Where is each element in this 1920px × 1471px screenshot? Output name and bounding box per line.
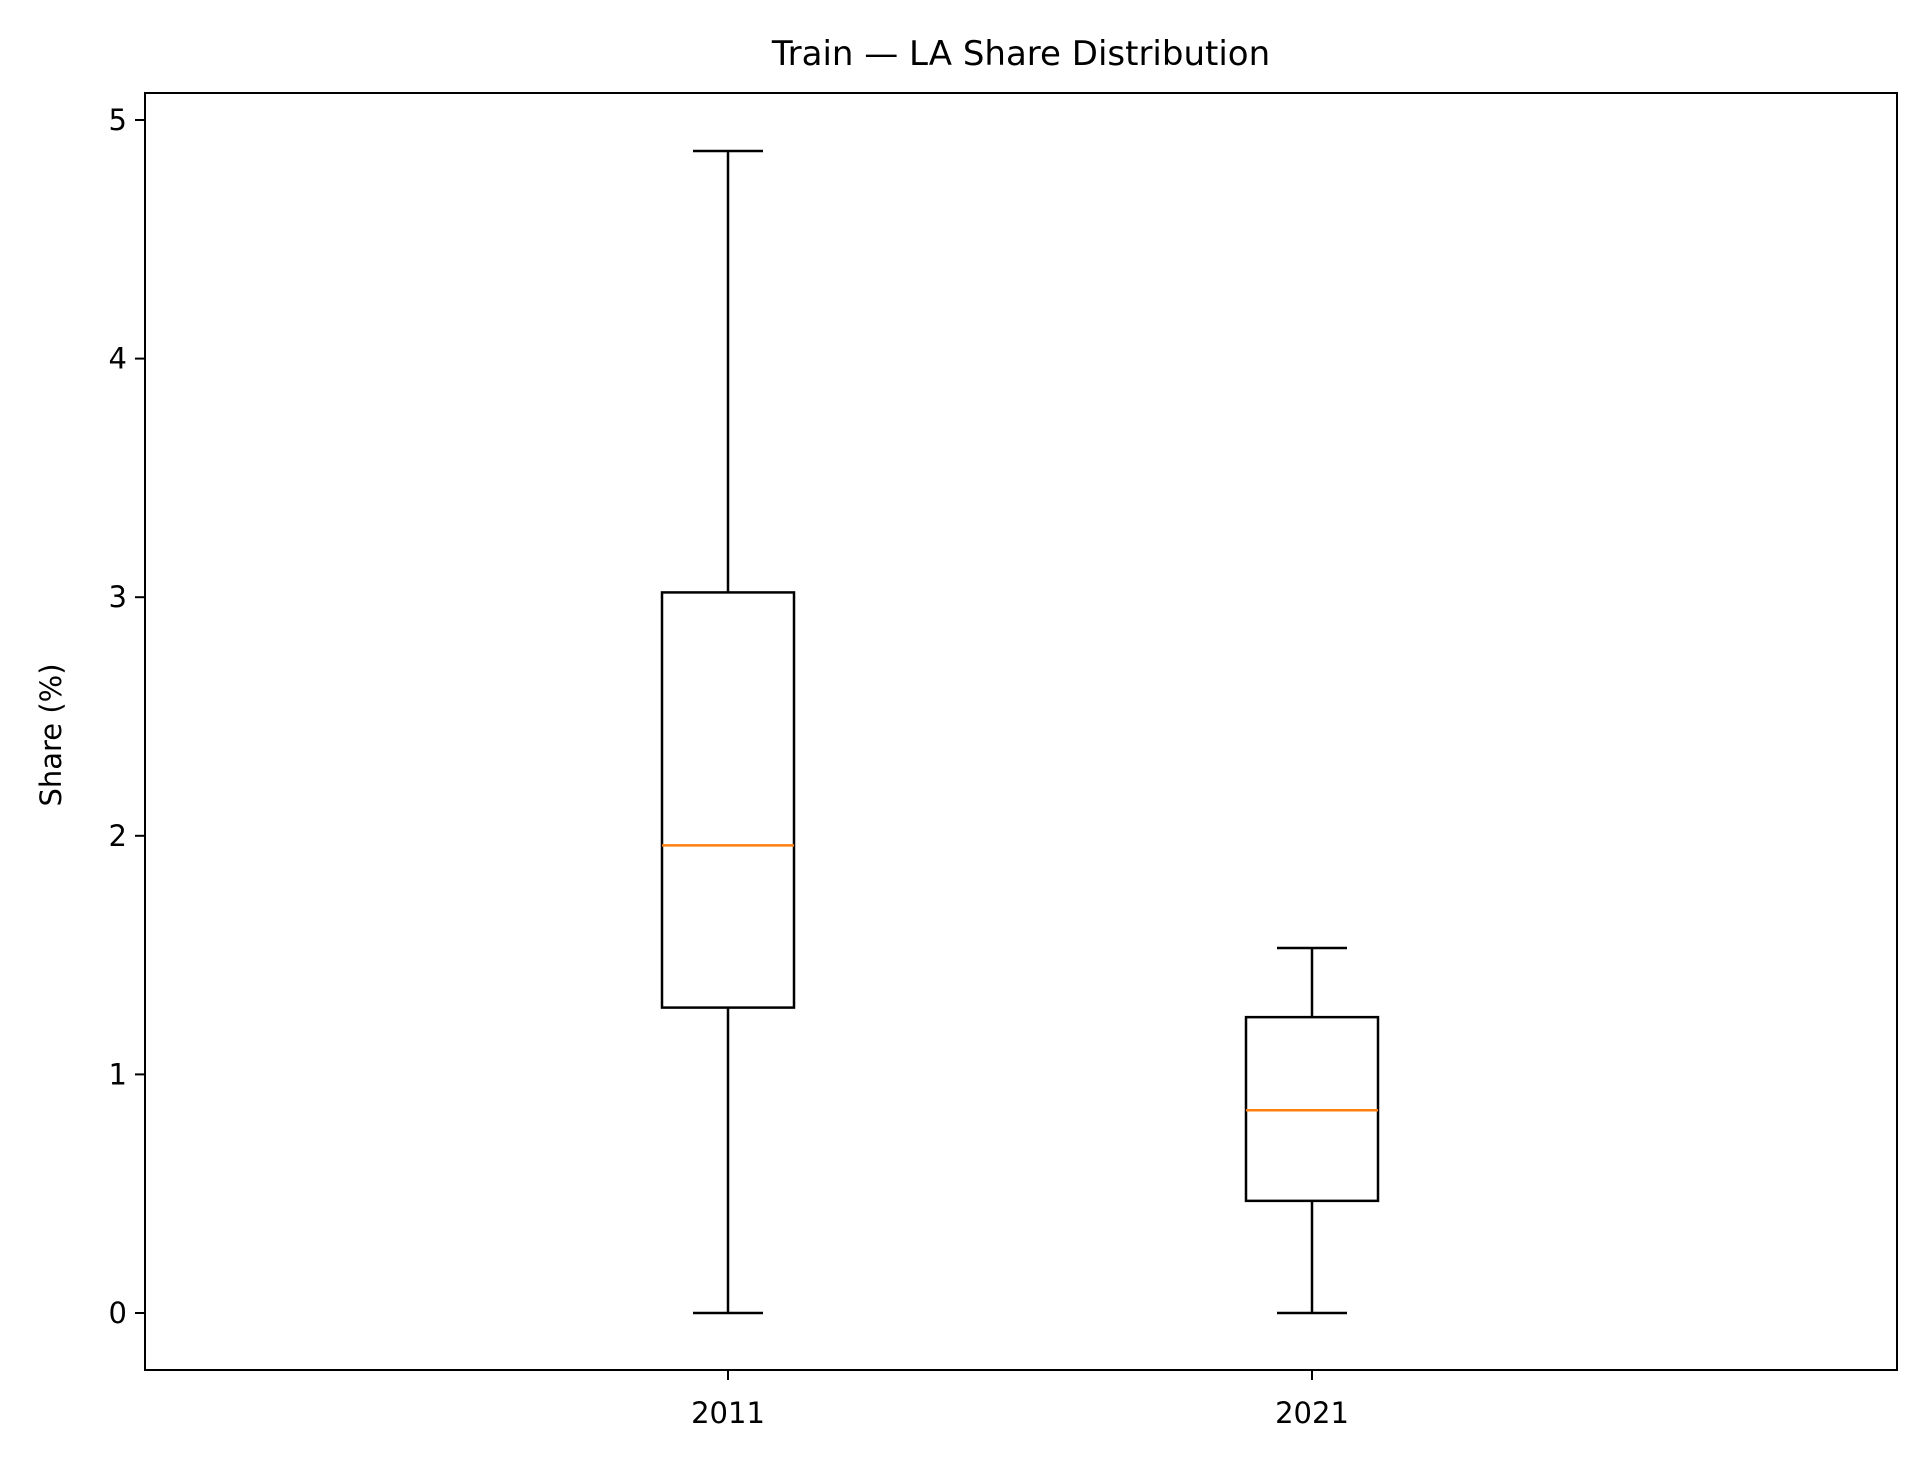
y-axis-label: Share (%) [34,663,68,806]
y-tick-label: 0 [109,1296,127,1330]
box-group-2021 [1244,946,1380,1315]
box-plot-marks [660,149,1380,1315]
iqr-box [660,591,796,1009]
axes: 0 1 2 3 4 5 2011 2021 [109,103,1349,1430]
plot-frame [144,92,1898,1371]
y-tick-label: 3 [109,580,127,614]
y-tick-label: 2 [109,819,127,853]
y-tick-label: 5 [109,103,127,137]
box-group-2011 [660,149,796,1315]
x-tick-label: 2011 [691,1396,765,1430]
chart-title: Train — LA Share Distribution [771,34,1270,74]
y-tick-label: 1 [109,1057,127,1091]
y-tick-label: 4 [109,342,127,376]
x-tick-label: 2021 [1275,1396,1349,1430]
